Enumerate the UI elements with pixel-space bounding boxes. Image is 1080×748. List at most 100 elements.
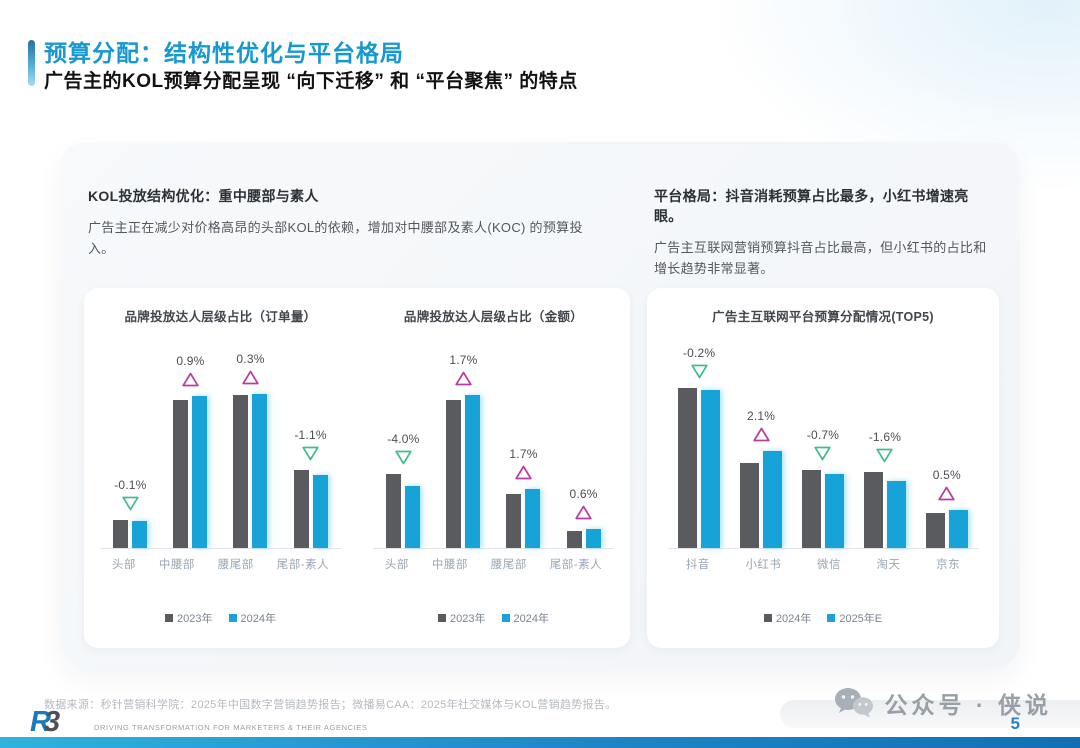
bar-group-尾部-素人: 0.6% <box>566 487 601 548</box>
increase-triangle-icon <box>515 465 532 480</box>
bar-pair <box>233 394 268 548</box>
legend-item-2025年E: 2025年E <box>827 610 882 626</box>
bar-2023年-尾部-素人 <box>566 531 582 548</box>
title-accent-bar <box>28 40 35 86</box>
bar-2025年E-小红书 <box>763 451 783 548</box>
change-annotation: 0.6% <box>569 487 597 520</box>
r3-logo-3: 3 <box>43 706 61 738</box>
intro-row: KOL投放结构优化：重中腰部与素人 广告主正在减少对价格高昂的头部KOL的依赖，… <box>60 142 1020 280</box>
bar-group-淘天: -1.6% <box>863 430 906 548</box>
legend-swatch <box>165 614 174 622</box>
bar-pair <box>801 470 844 548</box>
intro-platform-heading: 平台格局：抖音消耗预算占比最多，小红书增速亮眼。 <box>654 188 969 224</box>
chart-title: 广告主互联网平台预算分配情况(TOP5) <box>712 310 934 324</box>
bar-2024年-抖音 <box>678 388 698 548</box>
bar-pair <box>740 451 783 548</box>
bar-pair <box>678 388 721 548</box>
change-annotation: 0.3% <box>236 352 264 385</box>
bar-group-腰尾部: 1.7% <box>506 447 541 548</box>
change-value-label: 2.1% <box>746 409 776 423</box>
page-title: 预算分配：结构性优化与平台格局 <box>44 40 404 66</box>
chart-amount: 品牌投放达人层级占比（金额） -4.0% 1.7% 1.7% 0.6% 头部 中腰部 腰尾部 尾… <box>357 288 630 648</box>
change-annotation: 0.5% <box>933 468 961 501</box>
change-value-label: 0.5% <box>932 468 961 482</box>
bar-pair <box>863 472 906 548</box>
change-value-label: 0.3% <box>236 352 265 366</box>
chart-legend: 2024年 2025年E <box>763 610 882 626</box>
legend-swatch <box>438 614 447 622</box>
bar-2024年-腰尾部 <box>525 489 541 548</box>
data-source-text: 数据来源：秒针营销科学院：2025年中国数字营销趋势报告；微播易CAA：2025… <box>44 699 617 711</box>
bar-2023年-腰尾部 <box>233 395 249 548</box>
legend-swatch <box>501 614 510 622</box>
bar-2024年-淘天 <box>863 472 883 548</box>
r3-tagline: DRIVING TRANSFORMATION FOR MARKETERS & T… <box>94 723 368 732</box>
bar-pair <box>925 510 968 548</box>
bar-2024年-中腰部 <box>465 395 481 548</box>
legend-label: 2023年 <box>450 613 486 625</box>
chart-platform-budget: 广告主互联网平台预算分配情况(TOP5) -0.2% 2.1% -0.7% -1.6% 0… <box>647 288 999 626</box>
change-annotation: -1.6% <box>869 430 901 463</box>
legend-item-2024年: 2024年 <box>228 610 276 626</box>
bar-2023年-腰尾部 <box>506 494 522 548</box>
bar-pair <box>506 489 541 548</box>
bottom-accent-strip <box>0 737 1080 748</box>
change-annotation: 1.7% <box>449 353 477 386</box>
change-annotation: -0.7% <box>807 428 839 461</box>
bar-2024年-尾部-素人 <box>585 529 601 548</box>
bar-2025年E-淘天 <box>886 481 906 548</box>
legend-item-2024年: 2024年 <box>763 610 812 626</box>
bar-pair <box>566 529 601 548</box>
decrease-triangle-icon <box>690 364 708 379</box>
legend-item-2024年: 2024年 <box>501 610 549 626</box>
bar-2024年-头部 <box>132 521 148 548</box>
x-axis-label-京东: 京东 <box>936 559 961 571</box>
legend-label: 2024年 <box>513 613 549 625</box>
watermark-band <box>780 700 1080 728</box>
bar-group-微信: -0.7% <box>801 428 844 548</box>
decrease-triangle-icon <box>395 450 412 465</box>
wechat-icon <box>834 688 873 718</box>
x-axis-label-腰尾部: 腰尾部 <box>217 559 254 571</box>
bar-pair <box>173 396 208 548</box>
bar-2025年E-微信 <box>824 474 844 548</box>
page-number: 5 <box>1010 714 1020 733</box>
bar-pair <box>446 395 481 548</box>
x-axis-label-中腰部: 中腰部 <box>431 559 468 571</box>
chart-card-platforms: 广告主互联网平台预算分配情况(TOP5) -0.2% 2.1% -0.7% -1.6% 0… <box>647 288 999 648</box>
bar-2023年-头部 <box>113 520 129 548</box>
x-axis-label-淘天: 淘天 <box>876 559 901 571</box>
legend-label: 2023年 <box>177 613 213 625</box>
chart-plot-area: -0.2% 2.1% -0.7% -1.6% 0.5% <box>668 334 978 549</box>
bar-pair <box>293 470 328 548</box>
page-subtitle: 广告主的KOL预算分配呈现 “向下迁移” 和 “平台聚焦” 的特点 <box>44 71 578 92</box>
increase-triangle-icon <box>182 372 199 387</box>
bar-pair <box>113 520 148 548</box>
legend-item-2023年: 2023年 <box>165 610 213 626</box>
bar-group-尾部-素人: -1.1% <box>293 428 328 548</box>
bar-2024年-微信 <box>801 470 821 548</box>
increase-triangle-icon <box>938 486 955 501</box>
bar-group-腰尾部: 0.3% <box>233 352 268 548</box>
legend-label: 2024年 <box>775 613 812 625</box>
bar-2023年-中腰部 <box>173 400 189 548</box>
content-panel: KOL投放结构优化：重中腰部与素人 广告主正在减少对价格高昂的头部KOL的依赖，… <box>60 142 1020 668</box>
chart-legend: 2023年 2024年 <box>438 610 549 626</box>
x-axis-labels: 抖音 小红书 微信 淘天 京东 <box>668 556 978 572</box>
intro-kol-body: 广告主正在减少对价格高昂的头部KOL的依赖，增加对中腰部及素人(KOC) 的预算… <box>88 220 583 257</box>
bar-pair <box>386 474 421 548</box>
x-axis-label-微信: 微信 <box>816 559 841 571</box>
bar-2023年-中腰部 <box>446 400 462 548</box>
change-value-label: -0.2% <box>682 346 716 360</box>
bar-group-京东: 0.5% <box>925 468 968 548</box>
x-axis-label-尾部-素人: 尾部-素人 <box>276 559 330 571</box>
r3-logo: R3 <box>30 706 60 739</box>
decrease-triangle-icon <box>814 446 832 461</box>
bar-2024年-京东 <box>925 513 945 548</box>
change-annotation: -0.1% <box>114 478 146 511</box>
intro-platform-body: 广告主互联网营销预算抖音占比最高，但小红书的占比和增长趋势非常显著。 <box>654 240 987 277</box>
bar-2023年-头部 <box>386 474 402 548</box>
change-annotation: -1.1% <box>294 428 327 461</box>
x-axis-label-腰尾部: 腰尾部 <box>490 559 527 571</box>
change-annotation: -0.2% <box>683 346 715 379</box>
